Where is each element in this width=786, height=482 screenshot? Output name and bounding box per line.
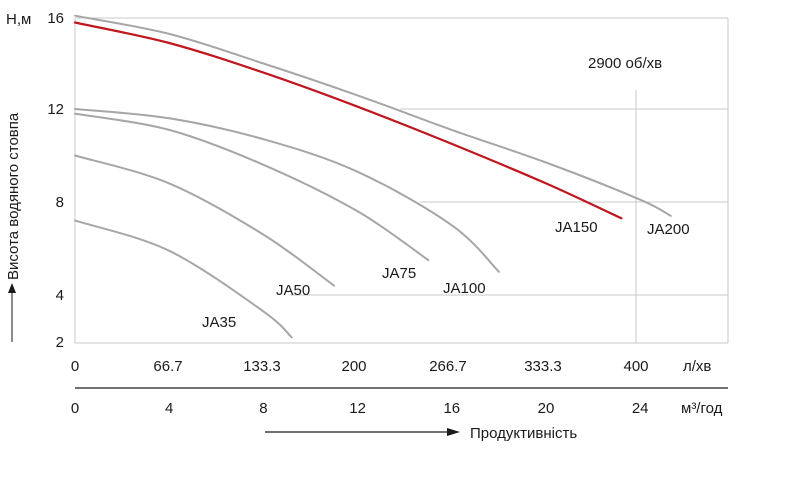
x-unit-lpm: л/хв	[683, 358, 711, 375]
x-tick-labels-lpm: 0 66.7 133.3 200 266.7 333.3 400	[71, 358, 649, 375]
y-axis-title: Висота водяного стовпа	[5, 112, 22, 280]
x-tick-m3h-3: 12	[349, 400, 366, 417]
series-labels: JA35 JA50 JA75 JA100 JA150 JA200	[202, 219, 690, 331]
series-label-ja75: JA75	[382, 265, 416, 282]
y-unit-label: Н,м	[6, 11, 31, 28]
gridlines	[290, 108, 728, 296]
series-label-ja150: JA150	[555, 219, 598, 236]
speed-annotation: 2900 об/хв	[588, 55, 662, 72]
x-tick-m3h-4: 16	[443, 400, 460, 417]
x-unit-m3h: м³/год	[681, 400, 723, 417]
x-tick-lpm-0: 0	[71, 358, 79, 375]
x-tick-lpm-2: 133.3	[243, 358, 281, 375]
y-tick-8: 8	[56, 194, 64, 211]
series-line-ja100	[74, 108, 500, 273]
x-tick-lpm-5: 333.3	[524, 358, 562, 375]
x-arrow-head	[447, 428, 460, 436]
series-line-ja200	[74, 14, 672, 217]
series-label-ja35: JA35	[202, 314, 236, 331]
x-tick-m3h-6: 24	[632, 400, 649, 417]
y-tick-12: 12	[47, 101, 64, 118]
x-tick-m3h-1: 4	[165, 400, 173, 417]
x-tick-m3h-2: 8	[259, 400, 267, 417]
series-line-ja50	[74, 154, 336, 287]
x-tick-lpm-3: 200	[341, 358, 366, 375]
series-label-ja200: JA200	[647, 221, 690, 238]
y-tick-labels: 2 4 8 12 16	[47, 10, 64, 351]
series-line-ja35	[74, 219, 293, 339]
x-tick-lpm-6: 400	[623, 358, 648, 375]
x-tick-m3h-5: 20	[538, 400, 555, 417]
x-tick-lpm-1: 66.7	[153, 358, 182, 375]
x-tick-lpm-4: 266.7	[429, 358, 467, 375]
y-tick-2: 2	[56, 334, 64, 351]
series-line-ja75	[74, 112, 430, 262]
x-tick-labels-m3h: 0 4 8 12 16 20 24	[71, 400, 649, 417]
series-curves	[73, 14, 672, 339]
y-tick-4: 4	[56, 287, 64, 304]
series-label-ja50: JA50	[276, 282, 310, 299]
series-line-ja150	[73, 21, 623, 220]
x-axis-title: Продуктивність	[470, 425, 577, 442]
x-tick-m3h-0: 0	[71, 400, 79, 417]
y-tick-16: 16	[47, 10, 64, 27]
series-label-ja100: JA100	[443, 280, 486, 297]
y-arrow-head	[8, 283, 16, 293]
